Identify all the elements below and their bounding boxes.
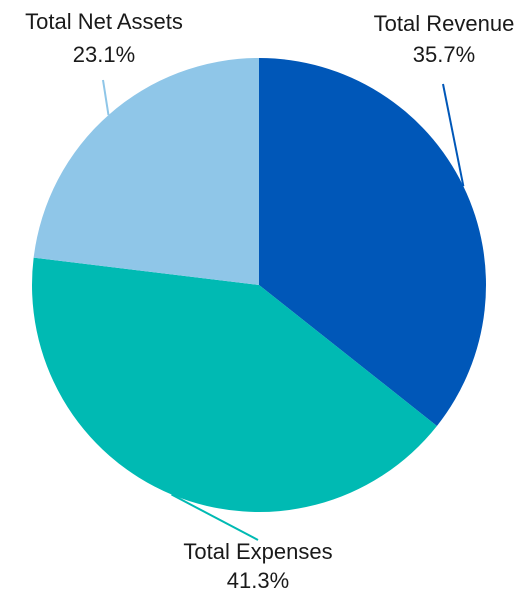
pie-slice-total-net-assets: [33, 58, 259, 285]
pie-slices: [31, 58, 486, 512]
slice-label-total-revenue: Total Revenue: [374, 11, 515, 36]
leader-lines: [102, 79, 465, 541]
pie-slice-total-expenses: [31, 257, 437, 512]
leader-line-total-revenue: [442, 83, 465, 187]
pie-slice-total-revenue: [259, 58, 486, 426]
leader-line-total-net-assets: [102, 79, 110, 116]
leader-line-total-expenses: [171, 493, 259, 541]
slice-value-total-net-assets: 23.1%: [73, 42, 135, 67]
slice-label-total-net-assets: Total Net Assets: [25, 9, 183, 34]
slice-value-total-revenue: 35.7%: [413, 42, 475, 67]
slice-label-total-expenses: Total Expenses: [183, 539, 332, 564]
slice-value-total-expenses: 41.3%: [227, 568, 289, 593]
